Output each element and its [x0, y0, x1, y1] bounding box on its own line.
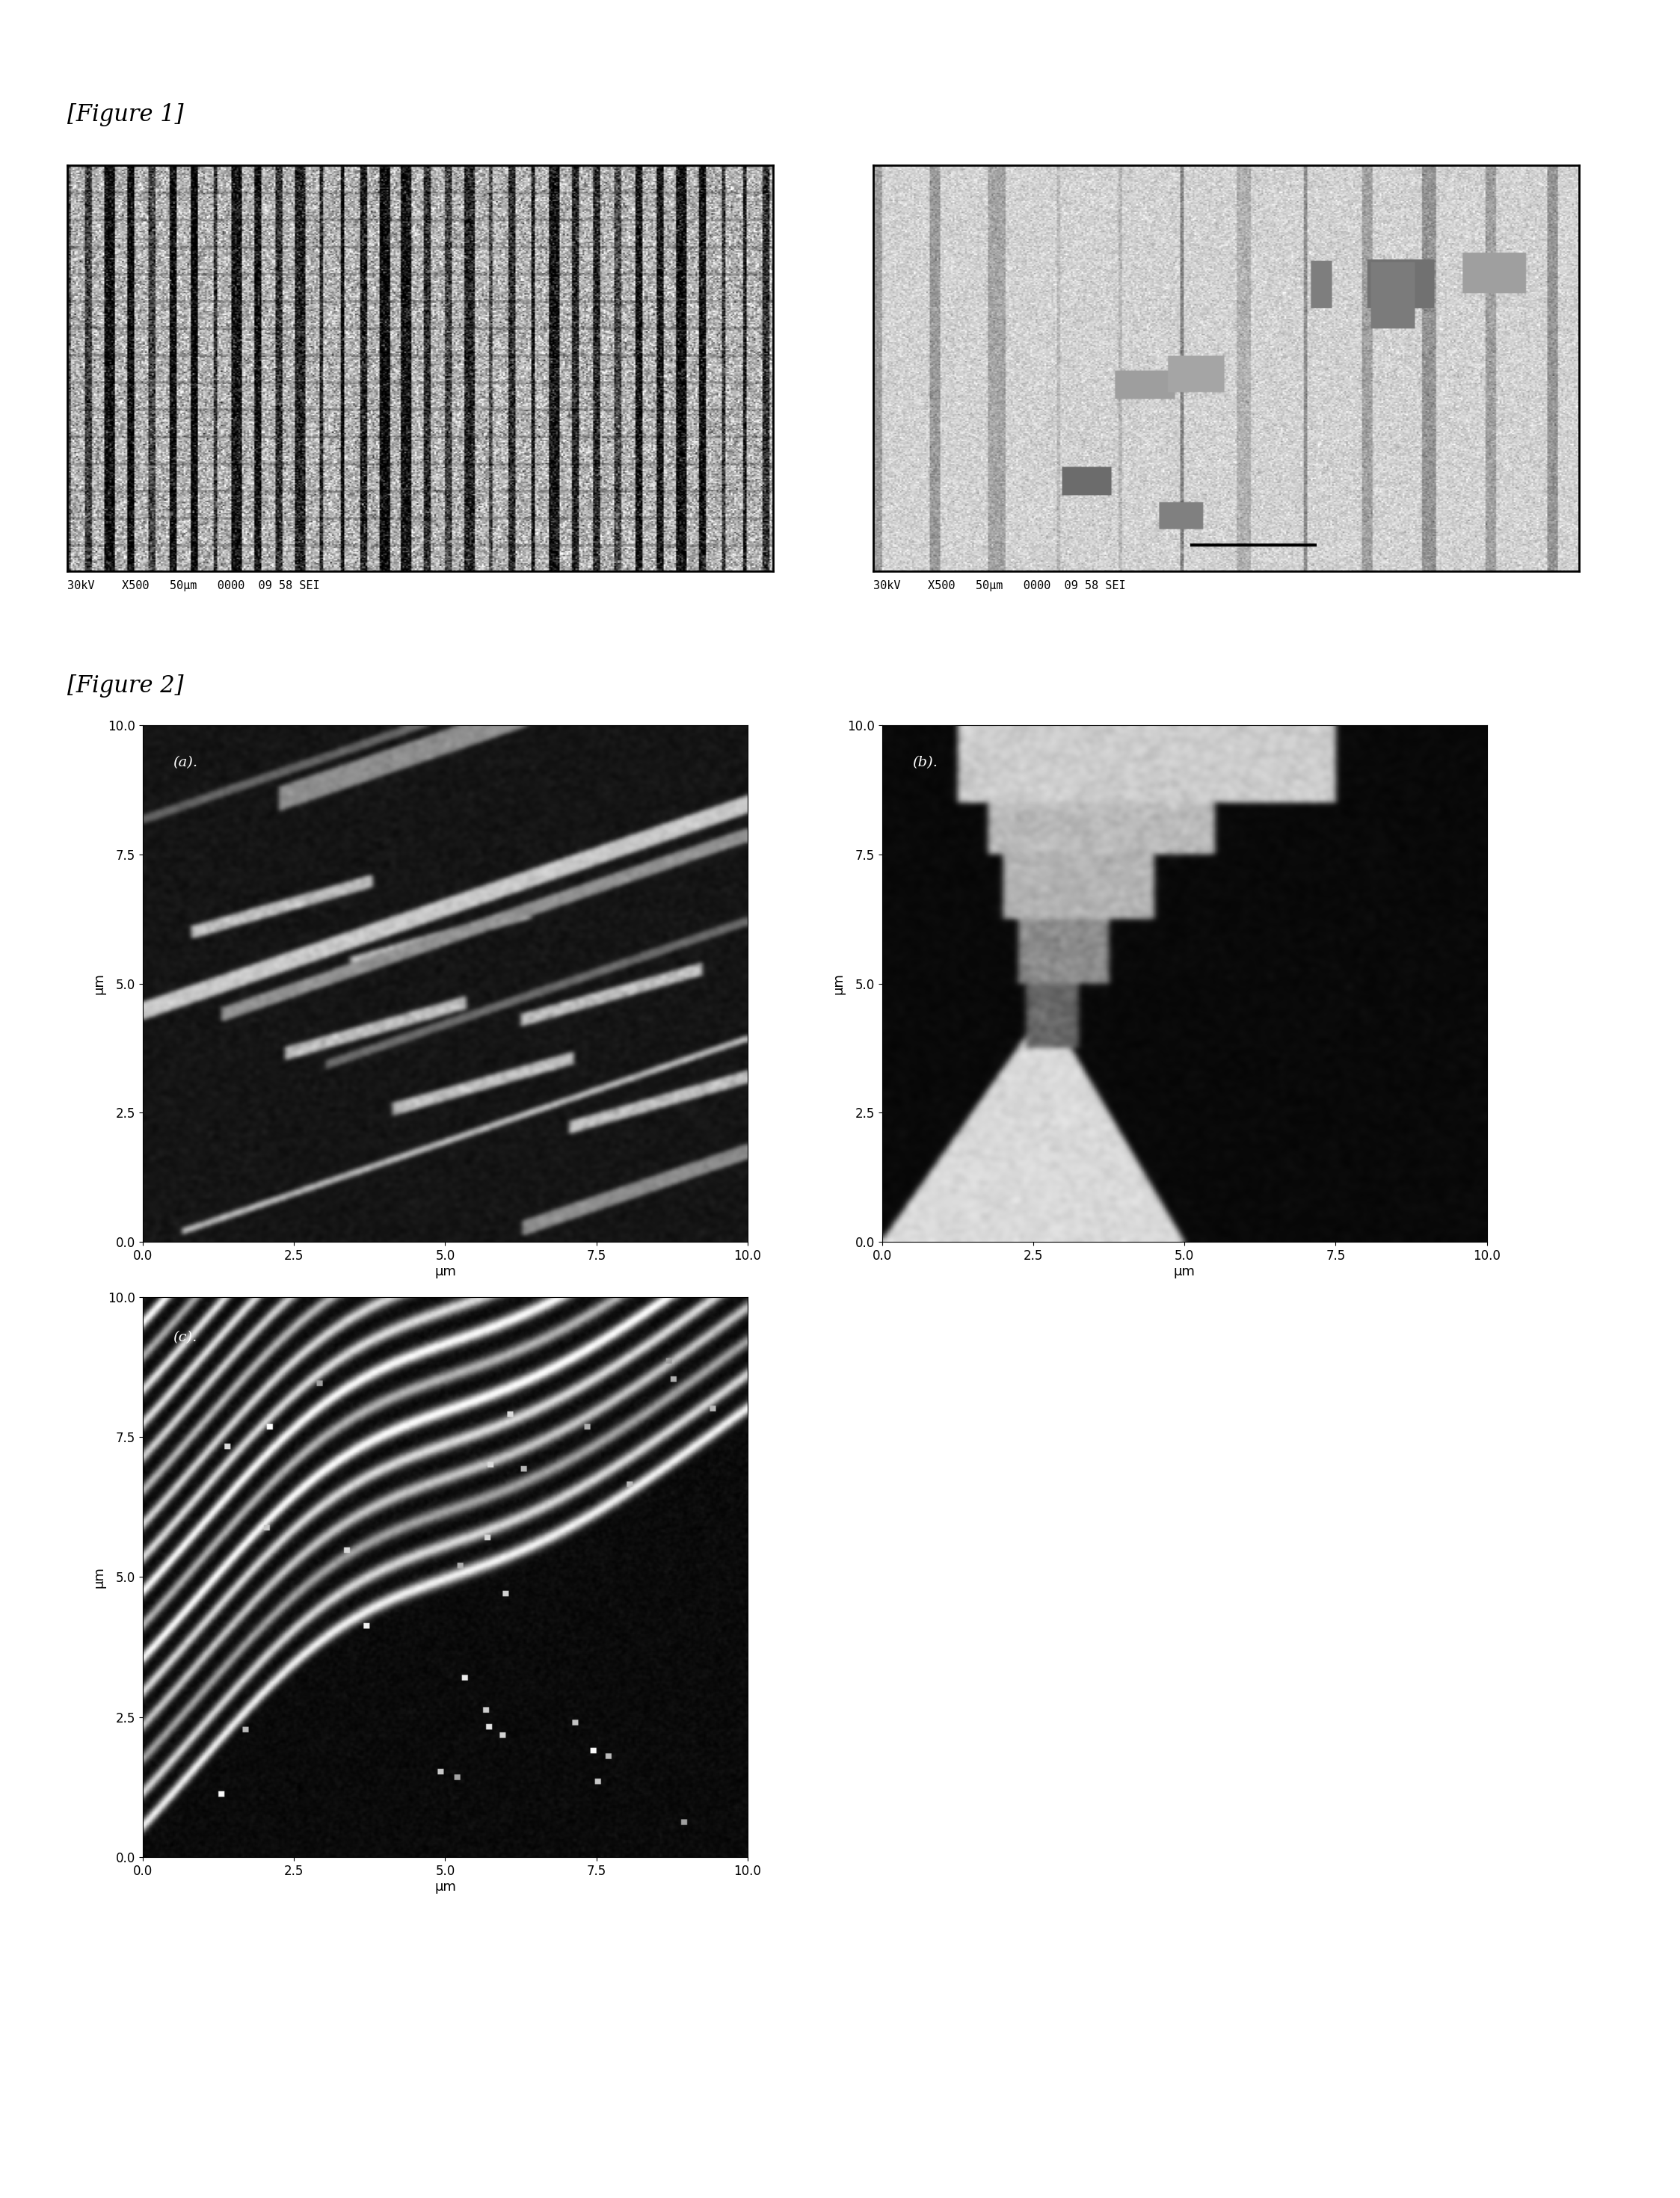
X-axis label: μm: μm [435, 1264, 455, 1277]
Y-axis label: μm: μm [832, 974, 845, 993]
Y-axis label: μm: μm [92, 974, 106, 993]
X-axis label: μm: μm [435, 1879, 455, 1892]
Text: [Figure 2]: [Figure 2] [67, 675, 183, 697]
Text: 30kV    X500   50μm   0000  09 58 SEI: 30kV X500 50μm 0000 09 58 SEI [874, 580, 1126, 591]
Text: (b).: (b). [912, 756, 937, 769]
Text: 30kV    X500   50μm   0000  09 58 SEI: 30kV X500 50μm 0000 09 58 SEI [67, 580, 319, 591]
Text: [Figure 1]: [Figure 1] [67, 103, 183, 125]
Text: (a).: (a). [173, 756, 198, 769]
Text: (c).: (c). [173, 1332, 197, 1345]
X-axis label: μm: μm [1174, 1264, 1194, 1277]
Y-axis label: μm: μm [92, 1567, 106, 1587]
